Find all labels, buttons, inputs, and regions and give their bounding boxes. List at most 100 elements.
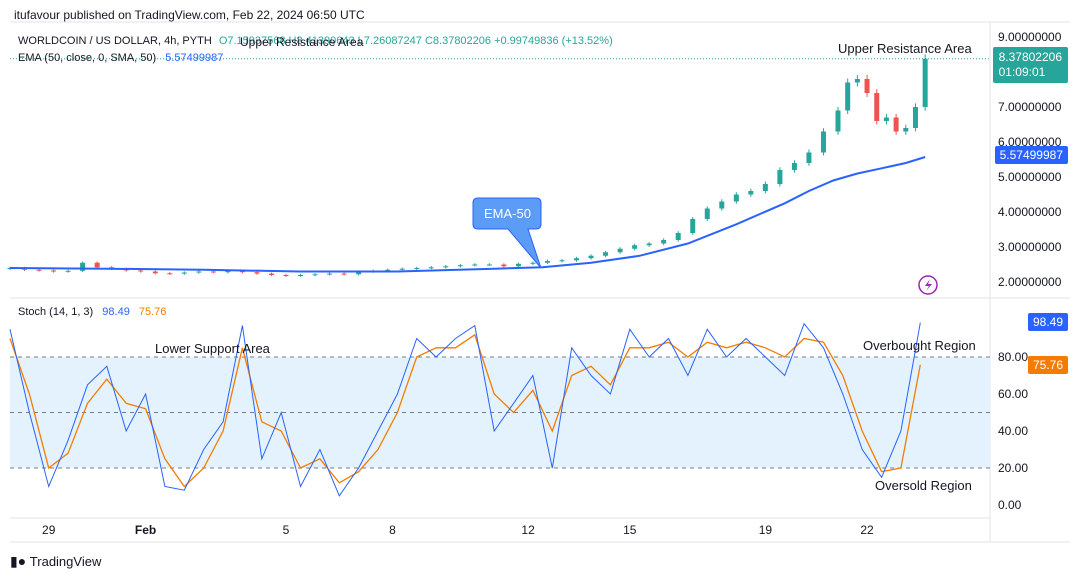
candle	[51, 269, 57, 273]
time-tick-label: 22	[860, 523, 874, 537]
upper-resistance-overlay: Upper Resistance Area	[240, 35, 364, 49]
candle	[94, 261, 100, 269]
candle-body	[675, 233, 681, 240]
candle	[854, 74, 860, 87]
candle-body	[777, 170, 783, 184]
stoch-k-legend-value: 98.49	[102, 306, 130, 318]
candle-body	[428, 267, 434, 269]
overbought-label: Overbought Region	[863, 338, 976, 353]
price-tick-label: 3.00000000	[998, 240, 1062, 254]
candle	[903, 124, 909, 135]
candle-body	[874, 93, 880, 121]
candles-group	[7, 54, 928, 277]
candle-body	[283, 275, 289, 276]
stoch-tick-label: 60.00	[998, 387, 1028, 401]
candle-body	[704, 208, 710, 219]
stoch-d-tag: 75.76	[1027, 356, 1068, 374]
candle-body	[399, 268, 405, 270]
candle	[65, 269, 71, 273]
symbol-legend[interactable]: WORLDCOIN / US DOLLAR, 4h, PYTH O7.15937…	[18, 35, 613, 47]
time-tick-label: 15	[623, 523, 637, 537]
candle	[762, 181, 768, 194]
candle-body	[912, 107, 918, 128]
candle	[457, 263, 463, 268]
candle-body	[515, 263, 521, 267]
candle	[544, 259, 550, 265]
tradingview-logo[interactable]: ▮● TradingView	[10, 553, 101, 570]
ema-price-tag: 5.57499987	[994, 146, 1068, 164]
candle-body	[835, 110, 841, 132]
candle	[283, 273, 289, 277]
candle	[874, 89, 880, 125]
candle-body	[903, 128, 909, 132]
candle	[675, 231, 681, 242]
stoch-tick-label: 0.00	[998, 498, 1022, 512]
ema-legend-label: EMA (50, close, 0, SMA, 50)	[18, 52, 157, 64]
candle	[312, 273, 318, 277]
candle-body	[864, 79, 870, 93]
candle	[719, 199, 725, 211]
ema-legend[interactable]: EMA (50, close, 0, SMA, 50) 5.57499987	[18, 52, 223, 64]
candle-body	[820, 131, 826, 153]
candle	[893, 113, 899, 135]
stoch-legend[interactable]: Stoch (14, 1, 3) 98.49 75.76	[18, 306, 166, 318]
candle-body	[845, 82, 851, 111]
candle-body	[922, 58, 928, 107]
candle	[845, 78, 851, 115]
candle	[559, 258, 565, 263]
candle	[835, 106, 841, 135]
candle-body	[603, 252, 609, 256]
stoch-tick-label: 20.00	[998, 461, 1028, 475]
stoch-legend-label: Stoch (14, 1, 3)	[18, 306, 94, 318]
candle	[298, 273, 304, 277]
candle	[167, 272, 173, 275]
price-tick-label: 5.00000000	[998, 170, 1062, 184]
candle-body	[327, 273, 333, 275]
candle-body	[181, 272, 187, 274]
candle-body	[152, 271, 158, 274]
last-price-tag: 8.37802206 01:09:01	[992, 47, 1068, 83]
stoch-k-tag: 98.49	[1027, 313, 1068, 331]
candle-body	[225, 270, 231, 273]
candle-body	[806, 152, 812, 163]
candle	[80, 261, 86, 273]
candle-body	[138, 270, 144, 272]
candle-body	[414, 268, 420, 269]
candle-body	[210, 271, 216, 273]
candle	[864, 74, 870, 97]
candle	[922, 54, 928, 111]
candle	[428, 266, 434, 270]
candle	[152, 270, 158, 275]
candle-body	[167, 273, 173, 275]
candle-body	[588, 255, 594, 259]
tv-logo-icon: ▮●	[10, 553, 27, 569]
candle	[603, 250, 609, 258]
candle-body	[356, 271, 362, 275]
stoch-tick-label: 40.00	[998, 424, 1028, 438]
candle	[588, 254, 594, 260]
candle-body	[530, 262, 536, 264]
candle	[748, 188, 754, 197]
candle-body	[501, 264, 507, 267]
time-tick-label: 8	[389, 523, 396, 537]
candle	[486, 263, 492, 266]
price-axis[interactable]: 9.00000000 7.00000000 6.00000000 5.00000000…	[998, 30, 1062, 289]
candle-body	[559, 260, 565, 262]
candle-body	[51, 270, 57, 272]
candle-body	[65, 270, 71, 272]
candle-body	[893, 117, 899, 132]
candle-body	[443, 266, 449, 268]
price-tick-label: 9.00000000	[998, 30, 1062, 44]
oversold-label: Oversold Region	[875, 478, 972, 493]
candle-body	[883, 117, 889, 121]
stoch-axis[interactable]: 80.00 60.00 40.00 20.00 0.00	[998, 350, 1028, 512]
stoch-k-line	[9, 322, 921, 497]
candle-body	[544, 261, 550, 263]
price-tick-label: 6.00000000	[998, 135, 1062, 149]
candle	[196, 270, 202, 274]
candle-body	[268, 273, 274, 275]
time-tick-label: 12	[521, 523, 535, 537]
candle-body	[574, 258, 580, 261]
time-axis[interactable]: 29 Feb 5 8 12 15 19 22	[42, 523, 874, 537]
